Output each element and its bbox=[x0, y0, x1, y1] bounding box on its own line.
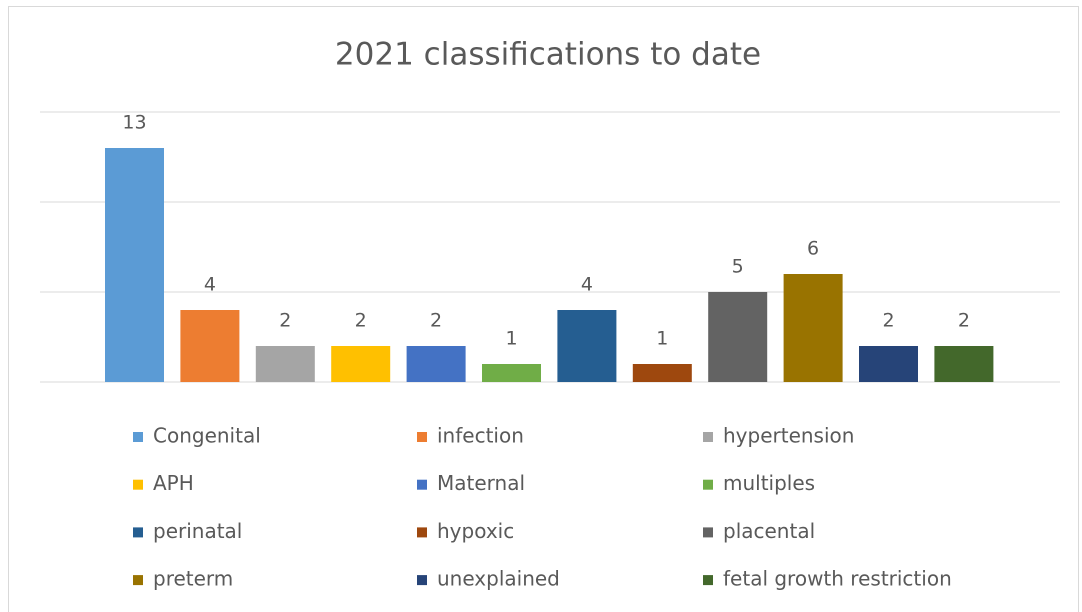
bar bbox=[406, 346, 466, 382]
data-label: 2 bbox=[882, 310, 894, 332]
bar bbox=[632, 364, 692, 382]
chart-border bbox=[8, 6, 1079, 612]
legend-label: hypoxic bbox=[437, 519, 514, 543]
bar bbox=[783, 274, 843, 382]
data-label: 13 bbox=[122, 112, 146, 134]
legend-label: APH bbox=[153, 471, 194, 495]
data-label: 4 bbox=[204, 274, 216, 296]
legend-label: Congenital bbox=[153, 424, 261, 448]
legend-swatch bbox=[703, 575, 713, 586]
legend-swatch bbox=[133, 575, 143, 586]
data-label: 2 bbox=[430, 310, 442, 332]
data-label: 6 bbox=[807, 238, 819, 260]
legend-label: unexplained bbox=[437, 567, 560, 591]
legend-swatch bbox=[703, 432, 713, 442]
legend-swatch bbox=[417, 432, 427, 442]
bar bbox=[105, 148, 164, 382]
chart-title: 2021 classifications to date bbox=[335, 37, 761, 73]
legend-swatch bbox=[133, 432, 143, 442]
bar bbox=[482, 364, 541, 382]
data-label: 4 bbox=[581, 274, 593, 296]
bar bbox=[934, 346, 994, 382]
legend-label: multiples bbox=[723, 471, 815, 495]
data-label: 1 bbox=[505, 328, 517, 350]
legend-swatch bbox=[703, 527, 713, 538]
legend-label: hypertension bbox=[723, 424, 854, 448]
legend-label: preterm bbox=[153, 567, 233, 591]
bar bbox=[859, 346, 918, 382]
legend-swatch bbox=[133, 479, 143, 490]
legend-swatch bbox=[703, 479, 713, 490]
legend-label: fetal growth restriction bbox=[723, 567, 952, 591]
bar bbox=[255, 346, 315, 382]
legend-swatch bbox=[417, 527, 427, 538]
legend-swatch bbox=[417, 479, 427, 490]
legend-label: perinatal bbox=[153, 519, 242, 543]
legend-swatch bbox=[133, 527, 143, 538]
bar bbox=[180, 310, 240, 382]
data-label: 2 bbox=[958, 310, 970, 332]
legend-label: placental bbox=[723, 519, 815, 543]
data-label: 5 bbox=[732, 256, 744, 278]
legend-label: infection bbox=[437, 424, 524, 448]
legend-swatch bbox=[417, 575, 427, 586]
bar bbox=[557, 310, 617, 382]
legend-label: Maternal bbox=[437, 471, 525, 495]
bar bbox=[331, 346, 391, 382]
bar bbox=[708, 292, 768, 382]
data-label: 2 bbox=[279, 310, 291, 332]
data-label: 2 bbox=[355, 310, 367, 332]
data-label: 1 bbox=[656, 328, 668, 350]
